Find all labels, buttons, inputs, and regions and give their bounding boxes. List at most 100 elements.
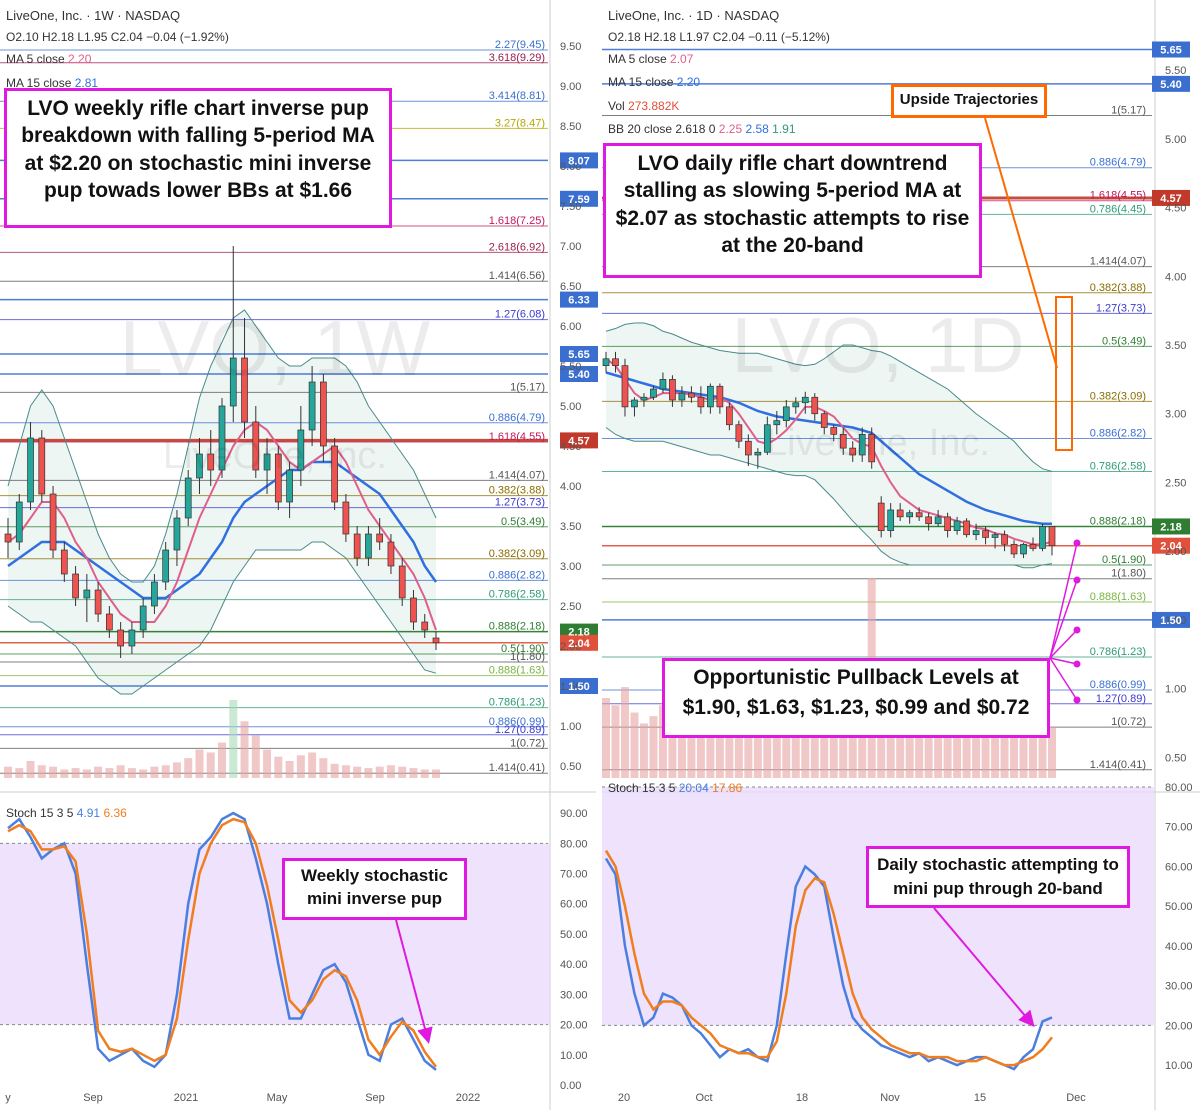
price-tag xyxy=(560,432,598,449)
price-axis-tick: 4.50 xyxy=(1165,203,1186,215)
volume-bar xyxy=(630,712,639,778)
candle-body xyxy=(196,453,203,479)
ma15-line xyxy=(605,371,1052,525)
price-tag xyxy=(1152,518,1190,535)
stoch-d-line xyxy=(604,849,1053,1067)
candle-body xyxy=(331,445,338,503)
pullback-levels-note: Opportunistic Pullback Levels at $1.90, … xyxy=(662,658,1050,738)
daily-ma5-value: 2.07 xyxy=(670,52,694,66)
upside-trajectory-box xyxy=(1055,296,1073,451)
volume-bar xyxy=(432,769,440,778)
fib-level-label: 0.886(2.82) xyxy=(1090,427,1146,439)
price-axis-tick: 5.00 xyxy=(1165,134,1186,146)
volume-bar xyxy=(71,768,80,778)
volume-bar xyxy=(820,698,829,778)
fib-level-label: 2.27(9.45) xyxy=(495,39,545,51)
stoch-axis-tick: 30.00 xyxy=(1165,981,1193,993)
candle-body xyxy=(650,388,657,398)
candle-body xyxy=(801,396,809,404)
candle-body xyxy=(117,629,124,647)
pullback-level-dot xyxy=(1073,696,1081,704)
candle-body xyxy=(398,565,406,599)
stoch-axis-tick: 60.00 xyxy=(1165,861,1193,873)
volume-bar xyxy=(49,766,58,778)
daily-ohlc-line: O2.18 H2.18 L1.97 C2.04 −0.11 (−5.12%) xyxy=(608,30,830,44)
volume-bar xyxy=(386,765,395,778)
volume-bar xyxy=(981,701,990,778)
volume-bar xyxy=(251,735,260,778)
volume-bar xyxy=(915,708,924,778)
volume-bar xyxy=(319,758,328,778)
candle-body xyxy=(925,516,932,525)
candle-body xyxy=(887,509,895,531)
pullback-pointer-line xyxy=(1049,542,1078,659)
candle-body xyxy=(151,581,158,607)
bollinger-upper xyxy=(605,322,1053,472)
volume-bar xyxy=(139,769,148,778)
stoch-axis-tick: 10.00 xyxy=(1165,1060,1193,1072)
daily-stochastic-note: Daily stochastic attempting to mini pup … xyxy=(866,846,1130,908)
upside-trajectory-pointer xyxy=(984,117,1058,369)
volume-bar xyxy=(1000,705,1009,778)
fib-level-label: 1.27(3.73) xyxy=(495,497,545,509)
daily-stoch-legend: Stoch 15 3 5 20.04 17.86 xyxy=(608,781,742,795)
volume-bar xyxy=(353,766,362,778)
price-tag xyxy=(560,190,598,207)
volume-bar xyxy=(658,705,667,778)
candle-body xyxy=(106,613,113,631)
pullback-level-dot xyxy=(1073,626,1081,634)
weekly-ma15-label: MA 15 close xyxy=(6,76,72,90)
fib-level-label: 1.618(7.25) xyxy=(489,215,545,227)
fib-level-label: 0.5(3.49) xyxy=(501,516,545,528)
volume-bar xyxy=(172,762,181,778)
bollinger-lower xyxy=(7,541,437,695)
ma15-line xyxy=(7,460,438,600)
daily-bb-upper: 2.58 xyxy=(745,122,769,136)
volume-bar xyxy=(116,765,125,778)
price-axis-tick: 2.00 xyxy=(560,641,581,653)
volume-bar xyxy=(296,755,305,778)
price-tag-label: 1.50 xyxy=(1160,615,1181,627)
volume-bar xyxy=(150,766,159,778)
daily-analysis-note: LVO daily rifle chart downtrend stalling… xyxy=(603,143,982,278)
candle-body xyxy=(297,429,305,471)
price-axis-tick: 5.50 xyxy=(560,361,581,373)
candle-body xyxy=(944,516,951,531)
price-axis-tick: 3.00 xyxy=(560,561,581,573)
price-axis-tick: 3.50 xyxy=(560,521,581,533)
watermark-symbol: LVO, 1W xyxy=(120,304,431,392)
candle-body xyxy=(678,392,686,401)
fib-level-label: 0.786(1.23) xyxy=(1090,646,1146,658)
volume-bar xyxy=(184,758,193,778)
volume-bar xyxy=(341,765,350,778)
volume-bar xyxy=(1048,727,1056,778)
price-tag xyxy=(1152,611,1190,628)
fib-level-label: 0.888(2.18) xyxy=(489,621,545,633)
candle-body xyxy=(139,605,147,631)
candle-body xyxy=(953,520,961,531)
price-axis-tick: 7.00 xyxy=(560,241,581,253)
fib-level-label: 1(0.72) xyxy=(1111,716,1146,728)
candle-body xyxy=(49,493,57,551)
volume-bar xyxy=(409,768,418,778)
fib-level-label: 1(0.72) xyxy=(510,737,545,749)
volume-bar xyxy=(218,742,226,778)
candle-body xyxy=(640,396,648,401)
price-tag xyxy=(560,678,598,694)
volume-bar xyxy=(744,698,753,778)
watermark-name: LiveOne, Inc. xyxy=(163,435,387,477)
time-axis-tick: Sep xyxy=(365,1092,385,1104)
candle-body xyxy=(972,530,980,536)
volume-bar xyxy=(206,752,215,778)
pullback-pointer-line xyxy=(1049,657,1078,701)
fib-level-label: 0.886(4.79) xyxy=(489,412,545,424)
time-axis-tick: Oct xyxy=(695,1092,712,1104)
time-axis-tick: 15 xyxy=(974,1092,986,1104)
candle-body xyxy=(72,573,79,599)
volume-bar xyxy=(330,763,339,778)
volume-bar xyxy=(639,723,648,778)
fib-level-label: 1.414(6.56) xyxy=(489,270,545,282)
fib-level-label: 3.414(8.81) xyxy=(489,90,545,102)
candle-body xyxy=(744,440,752,456)
stoch-axis-tick: 50.00 xyxy=(1165,901,1193,913)
